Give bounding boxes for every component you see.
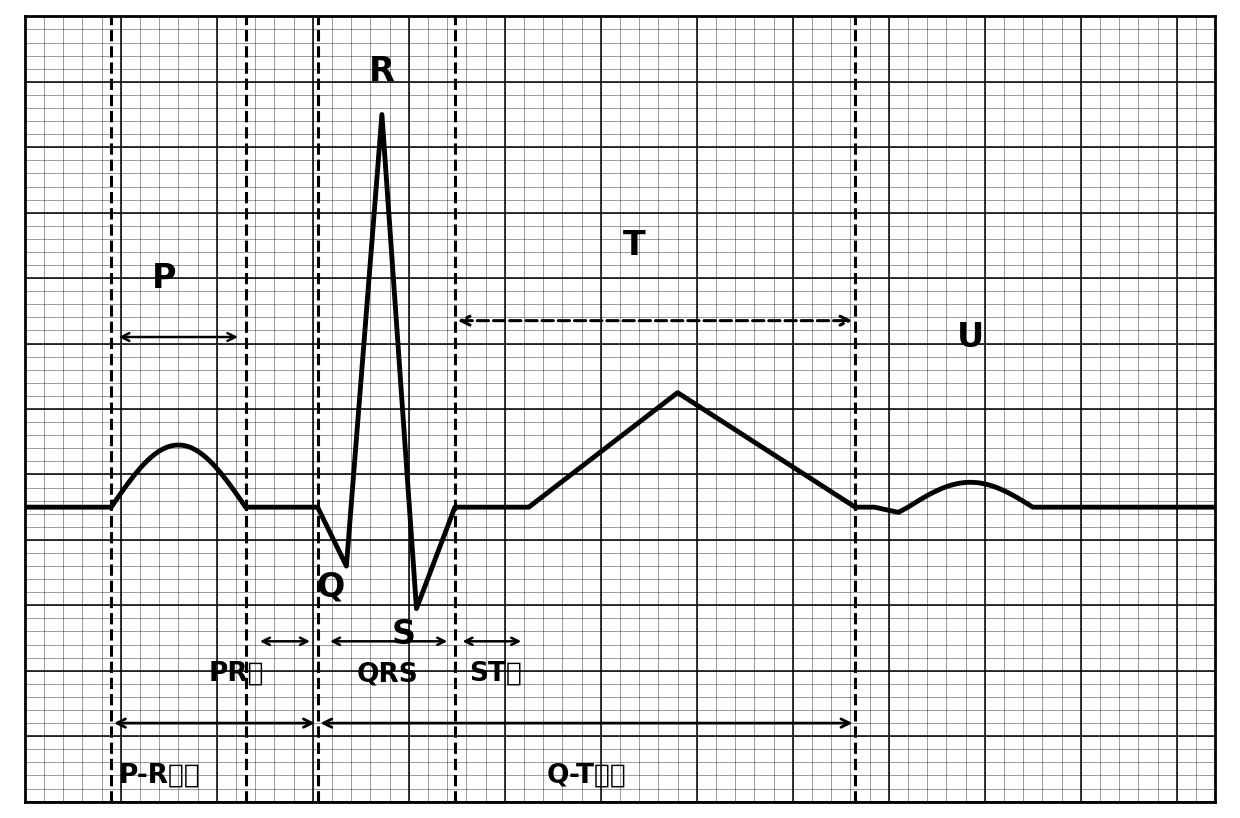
Text: PR段: PR段 — [208, 661, 264, 687]
Text: S: S — [392, 618, 415, 651]
Text: Q: Q — [316, 570, 345, 604]
Text: Q-T期间: Q-T期间 — [547, 762, 626, 789]
Text: U: U — [957, 321, 985, 353]
Text: ST段: ST段 — [469, 661, 522, 687]
Text: T: T — [622, 229, 646, 262]
Text: QRS: QRS — [357, 661, 419, 687]
Text: R: R — [370, 56, 394, 88]
Text: P-R期间: P-R期间 — [118, 762, 200, 789]
Text: P: P — [151, 262, 176, 294]
